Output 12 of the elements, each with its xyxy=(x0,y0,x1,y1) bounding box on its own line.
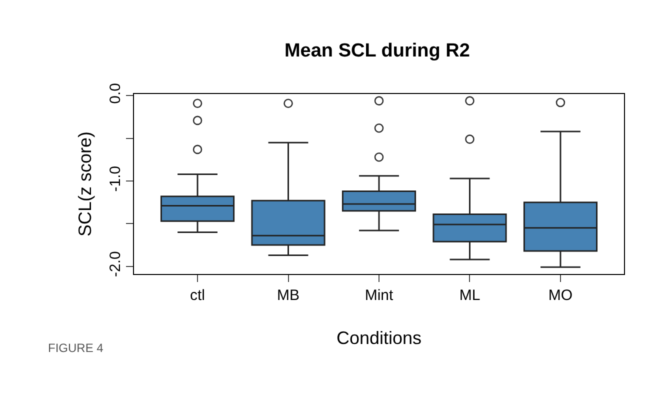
x-tick-label: ML xyxy=(459,287,480,304)
y-axis-title: SCL(z score) xyxy=(75,131,96,237)
y-tick-label: -2.0 xyxy=(107,251,124,277)
x-tick-label: ctl xyxy=(190,287,206,304)
y-tick-label: -1.0 xyxy=(107,166,124,192)
x-tick-label: MO xyxy=(548,287,573,304)
x-tick-label: Mint xyxy=(364,287,394,304)
x-axis-title: Conditions xyxy=(336,328,422,348)
chart-title: Mean SCL during R2 xyxy=(284,40,470,62)
x-tick-label: MB xyxy=(277,287,300,304)
y-tick-label: 0.0 xyxy=(107,83,124,104)
caption: FIGURE 4 xyxy=(48,341,104,355)
